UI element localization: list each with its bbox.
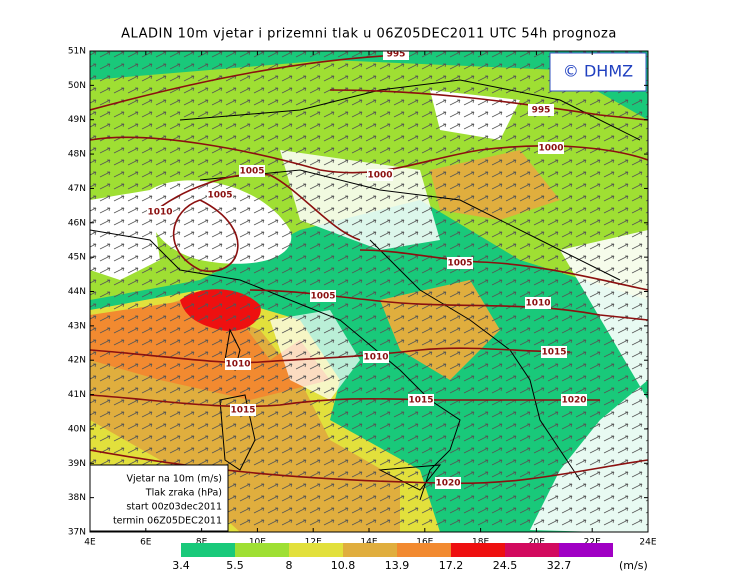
- isobar-label: 1010: [363, 353, 388, 363]
- lat-label: 37N: [68, 528, 86, 538]
- isobar-label: 1000: [367, 171, 392, 181]
- colorbar-swatch: [343, 543, 397, 557]
- info-line: Tlak zraka (hPa): [145, 488, 222, 499]
- lat-label: 49N: [68, 115, 86, 125]
- lat-label: 41N: [68, 390, 86, 400]
- lon-label: 24E: [639, 538, 656, 548]
- coastlines: [90, 79, 641, 501]
- lat-label: 45N: [68, 253, 86, 263]
- isobar-label: 1010: [525, 299, 550, 309]
- isobar-label-bg: [435, 477, 461, 489]
- colorbar-label: 17.2: [439, 559, 464, 572]
- isobar-label: 1010: [225, 360, 250, 370]
- isobar-label: 1010: [147, 208, 172, 218]
- isobar-label: 1020: [435, 479, 460, 489]
- colorbar-label: 13.9: [385, 559, 410, 572]
- isobar-label-bg: [447, 257, 473, 269]
- lat-label: 44N: [68, 287, 86, 297]
- colorbar-label: 24.5: [493, 559, 518, 572]
- isobar-label: 1015: [408, 396, 433, 406]
- isobar-label-bg: [239, 165, 265, 177]
- isobar-label-bg: [561, 394, 587, 406]
- isobar-label-bg: [363, 351, 389, 363]
- lat-label: 43N: [68, 321, 86, 331]
- colorbar-label: 10.8: [331, 559, 356, 572]
- isobar-label: 1000: [538, 144, 563, 154]
- lat-label: 51N: [68, 47, 86, 57]
- isobar-label: 1015: [230, 406, 255, 416]
- isobar-label-bg: [310, 290, 336, 302]
- isobar-label-bg: [525, 297, 551, 309]
- colorbar-swatch: [397, 543, 451, 557]
- isobar-label-bg: [207, 189, 233, 201]
- lat-label: 38N: [68, 493, 86, 503]
- lat-label: 47N: [68, 184, 86, 194]
- colorbar-label: 3.4: [172, 559, 190, 572]
- isobar-label-bg: [528, 104, 554, 116]
- isobar-label-bg: [541, 346, 567, 358]
- lon-label: 4E: [84, 538, 96, 548]
- lat-label: 50N: [68, 81, 86, 91]
- info-line: Vjetar na 10m (m/s): [127, 474, 223, 485]
- title: ALADIN 10m vjetar i prizemni tlak u 06Z0…: [121, 27, 617, 42]
- info-box: [89, 464, 229, 532]
- isobar-label: 1005: [310, 292, 335, 302]
- lat-label: 42N: [68, 356, 86, 366]
- colorbar-label: 32.7: [547, 559, 572, 572]
- lat-label: 46N: [68, 218, 86, 228]
- colorbar-swatch: [451, 543, 505, 557]
- isobar-label: 1015: [541, 348, 566, 358]
- lon-label: 10E: [249, 538, 266, 548]
- colorbar-label: 8: [286, 559, 293, 572]
- isobar-label-bg: [383, 51, 409, 60]
- copyright-box: [549, 52, 647, 92]
- isobar-label: 1005: [207, 191, 232, 201]
- colorbar-swatch: [181, 543, 235, 557]
- isobar-label-bg: [147, 206, 173, 218]
- lon-label: 16E: [416, 538, 433, 548]
- isobar-label: 1005: [447, 259, 472, 269]
- info-line: termin 06Z05DEC2011: [113, 516, 222, 527]
- isobar-label-bg: [538, 142, 564, 154]
- lon-label: 14E: [360, 538, 377, 548]
- info-line: start 00z03dec2011: [126, 502, 222, 513]
- colorbar-swatch: [559, 543, 613, 557]
- colorbar-swatch: [505, 543, 559, 557]
- copyright: © DHMZ: [563, 62, 633, 81]
- wind-arrows: [90, 51, 648, 532]
- lon-label: 20E: [528, 538, 545, 548]
- lat-label: 40N: [68, 424, 86, 434]
- lon-label: 8E: [196, 538, 208, 548]
- isobar-label-bg: [367, 169, 393, 181]
- lon-label: 22E: [584, 538, 601, 548]
- isobar-label-bg: [225, 358, 251, 370]
- isobar-label-bg: [408, 394, 434, 406]
- lat-label: 48N: [68, 150, 86, 160]
- lon-label: 12E: [305, 538, 322, 548]
- lon-label: 18E: [472, 538, 489, 548]
- isobar-label: 995: [387, 50, 406, 60]
- isobar-label-bg: [230, 404, 256, 416]
- isobars: [90, 54, 648, 485]
- isobar-label: 1020: [561, 396, 586, 406]
- isobar-label: 1005: [239, 167, 264, 177]
- lon-label: 6E: [140, 538, 152, 548]
- colorbar-unit: (m/s): [619, 559, 648, 572]
- colorbar-label: 5.5: [226, 559, 244, 572]
- isobar-label: 995: [532, 106, 551, 116]
- colorbar-swatch: [289, 543, 343, 557]
- map: 995 995 1000 1005 1005 1000 1010 1005 1005 1010 10…: [90, 50, 648, 532]
- lat-label: 39N: [68, 459, 86, 469]
- colorbar-swatch: [235, 543, 289, 557]
